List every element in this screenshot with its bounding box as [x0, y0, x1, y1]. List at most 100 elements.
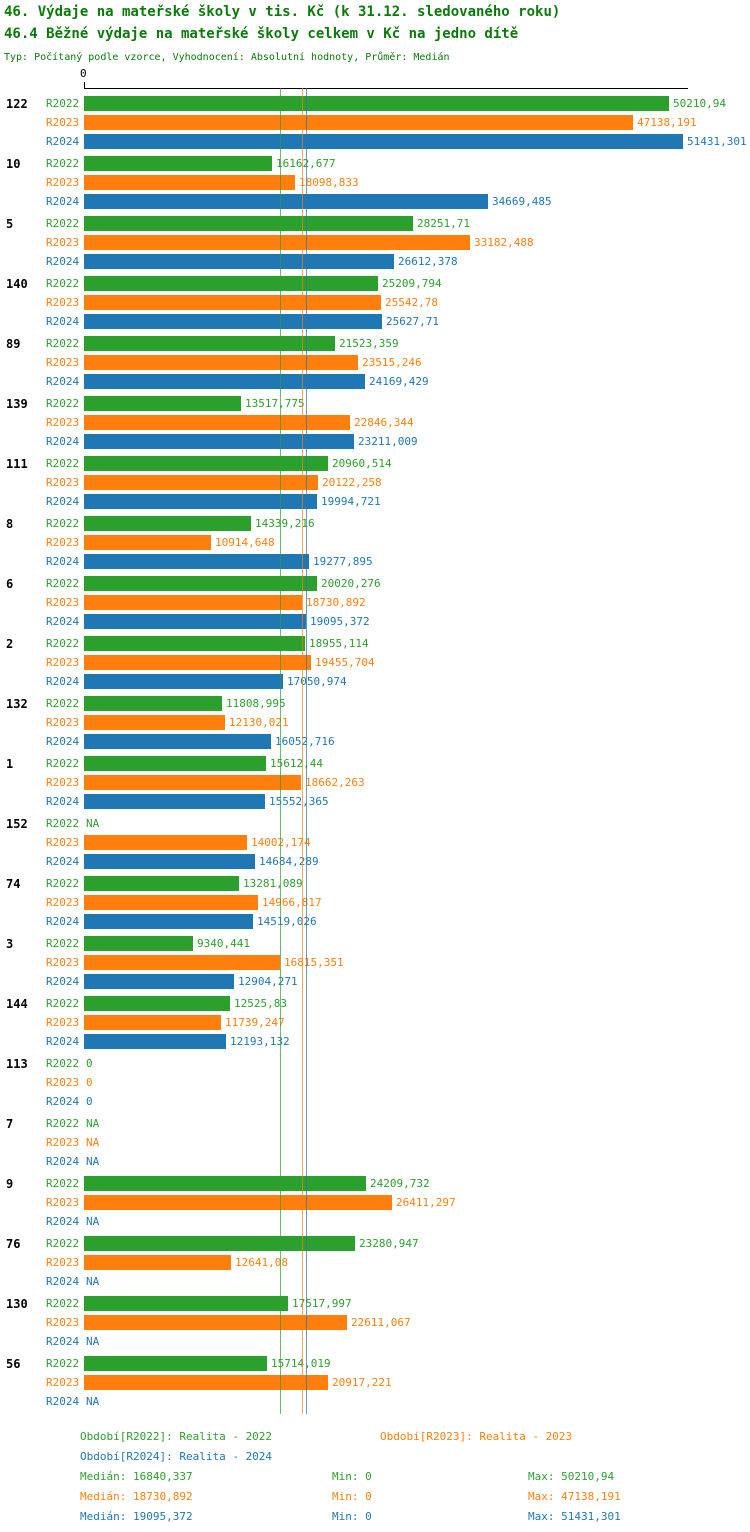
bar[interactable] [84, 936, 193, 951]
bar[interactable] [84, 1015, 221, 1030]
bar[interactable] [84, 235, 470, 250]
bar[interactable] [84, 516, 251, 531]
bar-group: 113 R2022 0 R2023 0 R2024 0 [0, 1054, 750, 1114]
max-2024: Max: 51431,301 [528, 1510, 621, 1523]
bar[interactable] [84, 955, 280, 970]
bar[interactable] [84, 996, 230, 1011]
series-label: R2023 [46, 1196, 80, 1209]
bar-zone: 12130,021 [84, 713, 750, 732]
bar[interactable] [84, 434, 354, 449]
bar[interactable] [84, 554, 309, 569]
bar[interactable] [84, 1034, 226, 1049]
bar[interactable] [84, 295, 381, 310]
group-label: 122 [6, 96, 28, 111]
bar[interactable] [84, 595, 302, 610]
bar[interactable] [84, 276, 378, 291]
bar[interactable] [84, 175, 295, 190]
bar-value: 19994,721 [321, 495, 381, 508]
bar[interactable] [84, 636, 305, 651]
bar[interactable] [84, 194, 488, 209]
bar-value: 20917,221 [332, 1376, 392, 1389]
series-label: R2022 [46, 157, 80, 170]
bar[interactable] [84, 254, 394, 269]
stats-row-2024: Medián: 19095,372 Min: 0 Max: 51431,301 [0, 1508, 750, 1528]
bar[interactable] [84, 1375, 328, 1390]
group-label: 144 [6, 996, 28, 1011]
bar[interactable] [84, 1356, 267, 1371]
bar[interactable] [84, 895, 258, 910]
series-label: R2023 [46, 536, 80, 549]
bar[interactable] [84, 914, 253, 929]
bar[interactable] [84, 674, 283, 689]
bar[interactable] [84, 696, 222, 711]
bar-zone: 20122,258 [84, 473, 750, 492]
bar[interactable] [84, 96, 669, 111]
bar-row: 122 R2022 50210,94 [0, 94, 750, 113]
bar[interactable] [84, 1315, 347, 1330]
bar[interactable] [84, 115, 633, 130]
bar[interactable] [84, 876, 239, 891]
bar[interactable] [84, 415, 350, 430]
bar[interactable] [84, 494, 317, 509]
bar[interactable] [84, 475, 318, 490]
bar-value: 15714,019 [271, 1357, 331, 1370]
group-label: 10 [6, 156, 21, 171]
bar[interactable] [84, 756, 266, 771]
bar-value: 12904,271 [238, 975, 298, 988]
bar[interactable] [84, 715, 225, 730]
bar[interactable] [84, 614, 306, 629]
bar[interactable] [84, 336, 335, 351]
bar[interactable] [84, 1296, 288, 1311]
bar-value: 19277,895 [313, 555, 373, 568]
series-label: R2022 [46, 1297, 80, 1310]
bar[interactable] [84, 1236, 355, 1251]
bar[interactable] [84, 314, 382, 329]
bar-group: 5 R2022 28251,71 R2023 33182,488 R2024 26612,3… [0, 214, 750, 274]
series-label: R2022 [46, 637, 80, 650]
bar[interactable] [84, 374, 365, 389]
bar-zone: 14684,289 [84, 852, 750, 871]
bar-row: R2024 34669,485 [0, 192, 750, 211]
series-label: R2022 [46, 97, 80, 110]
bar[interactable] [84, 854, 255, 869]
series-label: R2023 [46, 356, 80, 369]
bar-row: R2023 18730,892 [0, 593, 750, 612]
bar[interactable] [84, 775, 301, 790]
bar[interactable] [84, 1195, 392, 1210]
bar-zone: 14966,817 [84, 893, 750, 912]
bar[interactable] [84, 655, 311, 670]
bar-group: 139 R2022 13517,775 R2023 22846,344 R2024 2321… [0, 394, 750, 454]
bar-zone: 20917,221 [84, 1373, 750, 1392]
bar-value: 21523,359 [339, 337, 399, 350]
bar[interactable] [84, 835, 247, 850]
bar-zone: 25209,794 [84, 274, 750, 293]
group-label: 132 [6, 696, 28, 711]
bar[interactable] [84, 1176, 366, 1191]
group-label: 2 [6, 636, 14, 651]
stats-row-2023: Medián: 18730,892 Min: 0 Max: 47138,191 [0, 1488, 750, 1508]
bar[interactable] [84, 974, 234, 989]
series-label: R2024 [46, 375, 80, 388]
bar-value: 51431,301 [687, 135, 747, 148]
bar[interactable] [84, 396, 241, 411]
bar[interactable] [84, 535, 211, 550]
series-label: R2023 [46, 716, 80, 729]
bar[interactable] [84, 456, 328, 471]
bar[interactable] [84, 156, 272, 171]
series-label: R2023 [46, 596, 80, 609]
bar[interactable] [84, 134, 683, 149]
bar-row: R2024 0 [0, 1092, 750, 1111]
bar-row: 144 R2022 12525,83 [0, 994, 750, 1013]
bar-group: 130 R2022 17517,997 R2023 22611,067 R2024 NA [0, 1294, 750, 1354]
series-label: R2024 [46, 555, 80, 568]
bar-zone: 17050,974 [84, 672, 750, 691]
bar[interactable] [84, 355, 358, 370]
bar-zone: 17517,997 [84, 1294, 750, 1313]
bar[interactable] [84, 734, 271, 749]
series-label: R2024 [46, 315, 80, 328]
bar[interactable] [84, 794, 265, 809]
bar[interactable] [84, 216, 413, 231]
bar[interactable] [84, 576, 317, 591]
bar-group: 89 R2022 21523,359 R2023 23515,246 R2024 24169… [0, 334, 750, 394]
bar[interactable] [84, 1255, 231, 1270]
